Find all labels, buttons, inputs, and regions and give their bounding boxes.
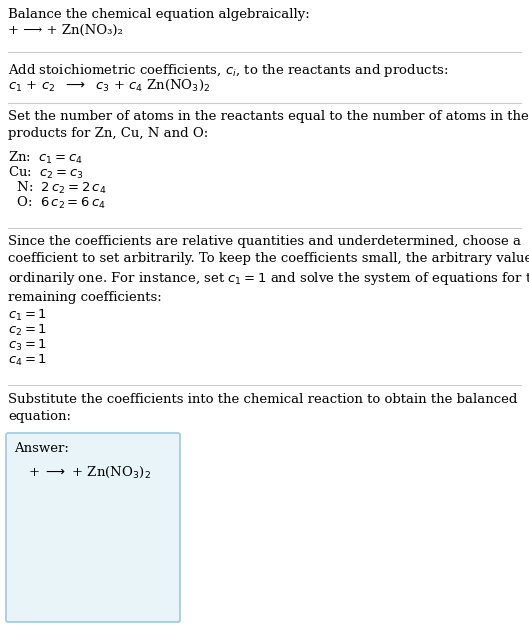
Text: + ⟶ + Zn(NO₃)₂: + ⟶ + Zn(NO₃)₂ [8,24,123,37]
Text: Zn:  $c_1 = c_4$: Zn: $c_1 = c_4$ [8,150,83,166]
Text: $c_1 = 1$: $c_1 = 1$ [8,308,47,323]
Text: $c_1$ + $c_2$  $\longrightarrow$  $c_3$ + $c_4$ Zn(NO$_3$)$_2$: $c_1$ + $c_2$ $\longrightarrow$ $c_3$ + … [8,78,211,93]
Text: $c_2 = 1$: $c_2 = 1$ [8,323,47,338]
Text: Add stoichiometric coefficients, $c_i$, to the reactants and products:: Add stoichiometric coefficients, $c_i$, … [8,62,449,79]
Text: Answer:: Answer: [14,442,69,455]
Text: Cu:  $c_2 = c_3$: Cu: $c_2 = c_3$ [8,165,84,181]
Text: Since the coefficients are relative quantities and underdetermined, choose a
coe: Since the coefficients are relative quan… [8,235,529,304]
Text: $c_3 = 1$: $c_3 = 1$ [8,338,47,353]
Text: Balance the chemical equation algebraically:: Balance the chemical equation algebraica… [8,8,310,21]
FancyBboxPatch shape [6,433,180,622]
Text: N:  $2\,c_2 = 2\,c_4$: N: $2\,c_2 = 2\,c_4$ [8,180,106,196]
Text: Substitute the coefficients into the chemical reaction to obtain the balanced
eq: Substitute the coefficients into the che… [8,393,517,423]
Text: + $\longrightarrow$ + Zn(NO$_3$)$_2$: + $\longrightarrow$ + Zn(NO$_3$)$_2$ [28,465,151,480]
Text: $c_4 = 1$: $c_4 = 1$ [8,353,47,368]
Text: Set the number of atoms in the reactants equal to the number of atoms in the
pro: Set the number of atoms in the reactants… [8,110,529,140]
Text: O:  $6\,c_2 = 6\,c_4$: O: $6\,c_2 = 6\,c_4$ [8,195,106,211]
